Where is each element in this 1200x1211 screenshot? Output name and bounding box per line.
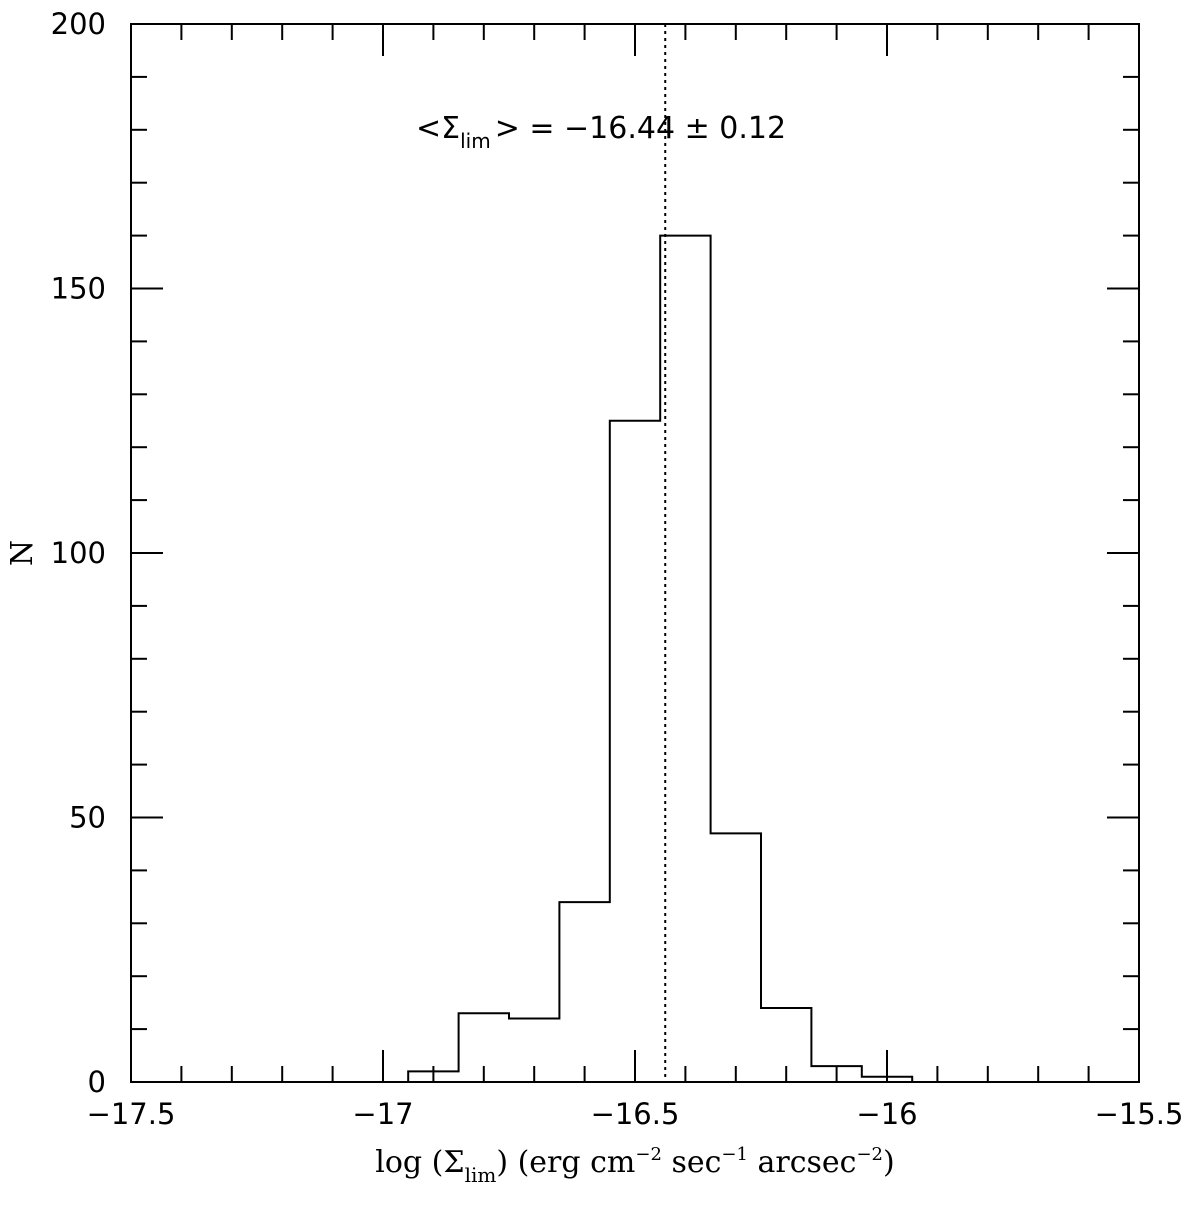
y-tick-label: 150 — [51, 272, 106, 306]
annotation-close: > = −16.44 ± 0.12 — [495, 111, 786, 146]
xlabel-prefix: log (Σ — [375, 1145, 464, 1180]
annotation-mean: <Σlim > = −16.44 ± 0.12 — [416, 111, 786, 153]
x-tick-label: −15.5 — [1095, 1097, 1184, 1131]
x-tick-label: −17.5 — [87, 1097, 176, 1131]
xlabel-exp1: −2 — [635, 1144, 662, 1165]
y-tick-label: 50 — [69, 801, 106, 835]
x-tick-labels: −17.5 −17 −16.5 −16 −15.5 — [87, 1097, 1184, 1131]
y-tick-label: 100 — [51, 536, 106, 570]
annotation-open: <Σ — [416, 111, 460, 146]
xlabel-sec: sec — [662, 1145, 722, 1180]
plot-frame — [130, 23, 1140, 1083]
y-axis-title: N — [5, 540, 40, 566]
xlabel-sub: lim — [465, 1163, 497, 1187]
xlabel-exp2: −1 — [721, 1144, 748, 1165]
x-tick-label: −16 — [856, 1097, 917, 1131]
xlabel-exp3: −2 — [856, 1144, 883, 1165]
annotation-sub: lim — [460, 129, 491, 153]
xlabel-arcsec: arcsec — [748, 1145, 857, 1180]
xlabel-suffix: ) — [883, 1145, 895, 1180]
x-axis-title: log (Σlim) (erg cm−2 sec−1 arcsec−2) — [375, 1144, 894, 1187]
y-tick-label: 200 — [51, 7, 106, 41]
x-tick-label: −17 — [352, 1097, 413, 1131]
tick-marks — [130, 23, 1140, 1083]
x-tick-label: −16.5 — [591, 1097, 680, 1131]
xlabel-mid: ) (erg cm — [496, 1145, 635, 1180]
y-tick-labels: 0 50 100 150 200 — [51, 7, 106, 1099]
y-tick-label: 0 — [88, 1065, 106, 1099]
histogram-outline — [383, 234, 914, 1083]
